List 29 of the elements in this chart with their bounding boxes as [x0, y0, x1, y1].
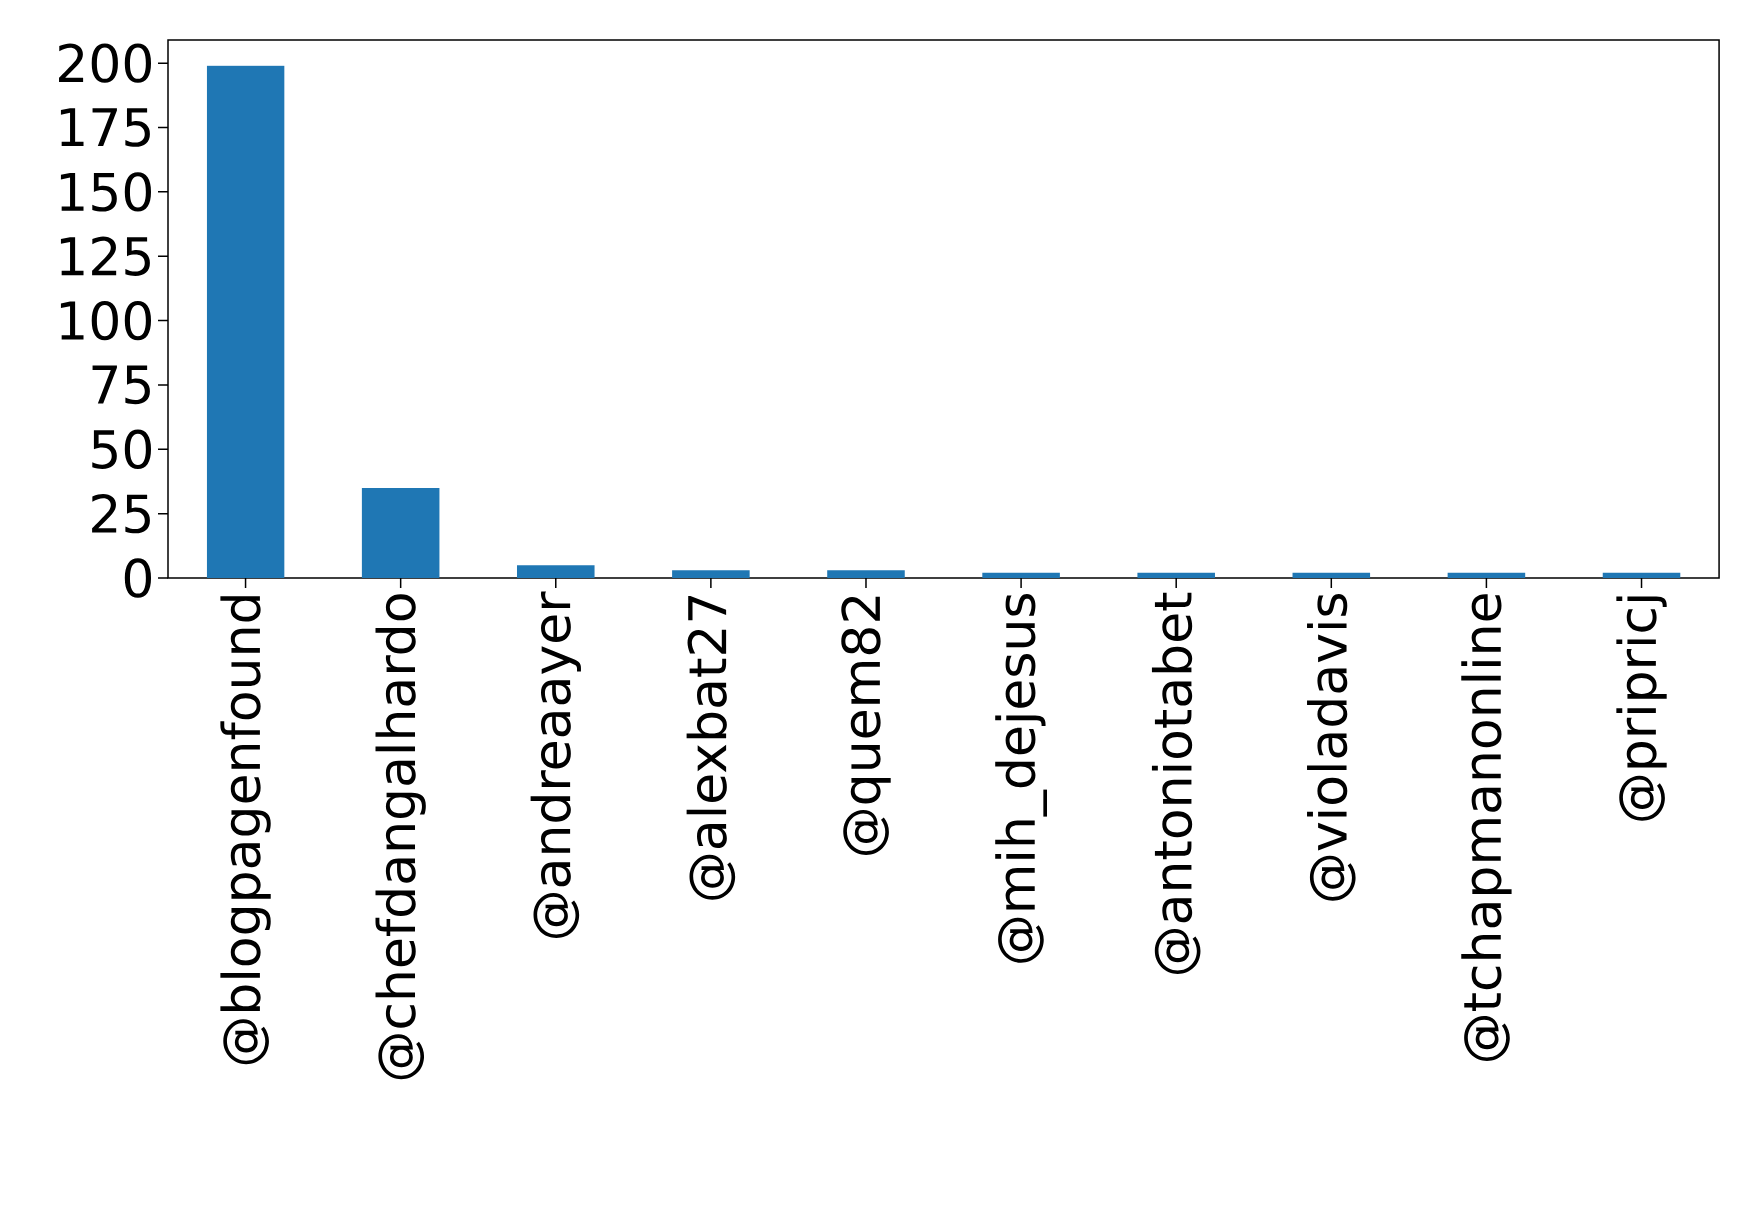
bar: [1292, 572, 1371, 578]
bar: [672, 570, 750, 578]
y-tick-label: 25: [92, 493, 150, 534]
bar: [1447, 572, 1526, 578]
x-tick-label: @alexbat27: [686, 595, 736, 900]
y-tick-label: 75: [92, 365, 150, 405]
x-tick-label: @blogpagenfound: [220, 596, 271, 1065]
y-tick-label: 200: [59, 43, 151, 83]
y-tick-label: 50: [92, 429, 152, 469]
x-tick-label: @antoniotabet: [1151, 592, 1201, 974]
y-tick-label: 100: [60, 300, 151, 341]
bar: [982, 572, 1060, 578]
x-tick-label: @quem82: [841, 596, 891, 855]
y-tick-label: 150: [60, 172, 151, 212]
bar: [1602, 572, 1681, 578]
x-tick-label: @chefdangalhardo: [375, 594, 426, 1080]
bar: [1137, 572, 1215, 578]
bar: [827, 570, 905, 578]
bar: [361, 487, 440, 578]
y-tick-label: 175: [60, 108, 150, 147]
x-tick-label: @pripricj: [1616, 596, 1667, 821]
bar: [206, 65, 285, 578]
y-tick-label: 0: [124, 558, 152, 598]
bar: [516, 565, 595, 578]
y-tick-label: 125: [60, 236, 150, 276]
x-tick-label: @tchapmanonline: [1461, 594, 1512, 1061]
x-tick-label: @violadavis: [1307, 593, 1356, 901]
x-tick-label: @mih_dejesus: [995, 594, 1047, 963]
x-tick-label: @andreaayer: [530, 591, 581, 939]
